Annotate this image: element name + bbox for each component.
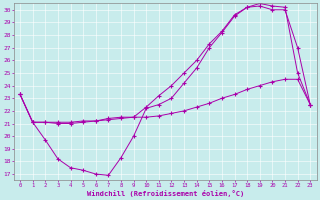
- X-axis label: Windchill (Refroidissement éolien,°C): Windchill (Refroidissement éolien,°C): [86, 190, 244, 197]
